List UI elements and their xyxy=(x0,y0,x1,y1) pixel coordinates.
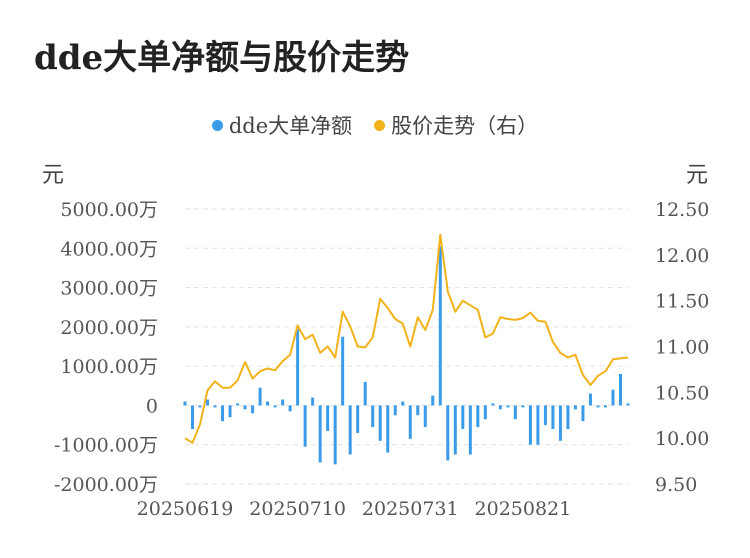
left-axis-tick: 2000.00万 xyxy=(60,317,158,339)
bar xyxy=(491,403,495,406)
legend-item-line[interactable]: 股价走势（右） xyxy=(374,110,538,140)
x-axis-tick: 20250821 xyxy=(475,498,572,520)
bar xyxy=(363,381,367,406)
bar xyxy=(393,405,397,416)
bar xyxy=(251,405,255,414)
bar xyxy=(611,389,615,406)
bar xyxy=(468,405,472,455)
left-axis-tick: 1000.00万 xyxy=(60,356,158,378)
price-line xyxy=(184,233,629,444)
bar xyxy=(348,405,352,455)
bar xyxy=(476,405,480,428)
bar xyxy=(618,374,622,406)
bar xyxy=(566,405,570,429)
x-axis-tick: 20250619 xyxy=(137,498,234,520)
bar xyxy=(603,405,607,408)
bar xyxy=(378,405,382,441)
bar xyxy=(596,405,600,408)
bar xyxy=(228,405,232,418)
right-axis-tick: 11.50 xyxy=(655,291,709,313)
bar xyxy=(401,401,405,406)
bar xyxy=(461,405,465,429)
legend-label-bar: dde大单净额 xyxy=(228,114,353,138)
bar xyxy=(483,405,487,420)
chart-title: dde大单净额与股价走势 xyxy=(34,38,410,78)
legend-marker-line xyxy=(374,119,386,131)
bar xyxy=(551,405,555,429)
bar xyxy=(371,405,375,428)
bar xyxy=(453,405,457,455)
bar xyxy=(341,336,345,406)
x-axis-tick: 20250731 xyxy=(362,498,459,520)
bar xyxy=(333,405,337,465)
bar xyxy=(521,405,525,408)
bar xyxy=(446,405,450,461)
bar xyxy=(498,405,502,410)
bar xyxy=(198,405,202,408)
right-axis-tick: 12.50 xyxy=(655,199,709,221)
left-axis-tick: 5000.00万 xyxy=(60,199,158,221)
right-axis-tick: 12.00 xyxy=(655,245,709,267)
bar xyxy=(408,405,412,439)
bar xyxy=(296,328,300,406)
bar xyxy=(506,405,510,408)
bar xyxy=(236,403,240,406)
left-axis-tick: 3000.00万 xyxy=(60,278,158,300)
bar xyxy=(558,405,562,441)
right-axis-tick: 11.00 xyxy=(655,337,709,359)
bar xyxy=(183,401,187,406)
legend-label-line: 股价走势（右） xyxy=(391,114,539,138)
bar xyxy=(311,397,315,406)
bar xyxy=(303,405,307,447)
right-axis-tick: 9.50 xyxy=(655,474,697,496)
left-axis-tick: 0 xyxy=(146,395,158,417)
bar xyxy=(386,405,390,453)
bar xyxy=(438,246,442,406)
bar xyxy=(423,405,427,428)
bar xyxy=(356,405,360,433)
bar xyxy=(543,405,547,426)
bar xyxy=(573,405,577,410)
left-axis-unit: 元 xyxy=(42,163,65,188)
bar xyxy=(626,403,630,406)
bar xyxy=(243,405,247,410)
right-axis-unit: 元 xyxy=(686,163,709,188)
x-axis-tick: 20250710 xyxy=(249,498,346,520)
bar xyxy=(536,405,540,445)
right-axis-tick: 10.00 xyxy=(655,428,709,450)
bar xyxy=(206,399,210,406)
bar xyxy=(513,405,517,420)
right-axis-tick: 10.50 xyxy=(655,382,709,404)
bar xyxy=(326,405,330,431)
bar xyxy=(416,405,420,416)
bar xyxy=(581,405,585,422)
legend-marker-bar xyxy=(211,119,223,131)
legend: dde大单净额 股价走势（右） xyxy=(0,110,750,140)
legend-item-bar[interactable]: dde大单净额 xyxy=(211,110,353,140)
bar xyxy=(318,405,322,463)
bar xyxy=(191,405,195,429)
bar xyxy=(431,395,435,406)
left-axis-tick: -1000.00万 xyxy=(54,435,158,457)
left-axis-tick: -2000.00万 xyxy=(54,474,158,496)
left-axis-tick: 4000.00万 xyxy=(60,238,158,260)
bar xyxy=(588,393,592,406)
bar xyxy=(266,401,270,406)
bar xyxy=(281,399,285,406)
bar xyxy=(221,405,225,422)
bar xyxy=(273,405,277,408)
bar xyxy=(288,405,292,412)
bar xyxy=(213,405,217,408)
bar xyxy=(258,387,262,406)
bar xyxy=(528,405,532,445)
